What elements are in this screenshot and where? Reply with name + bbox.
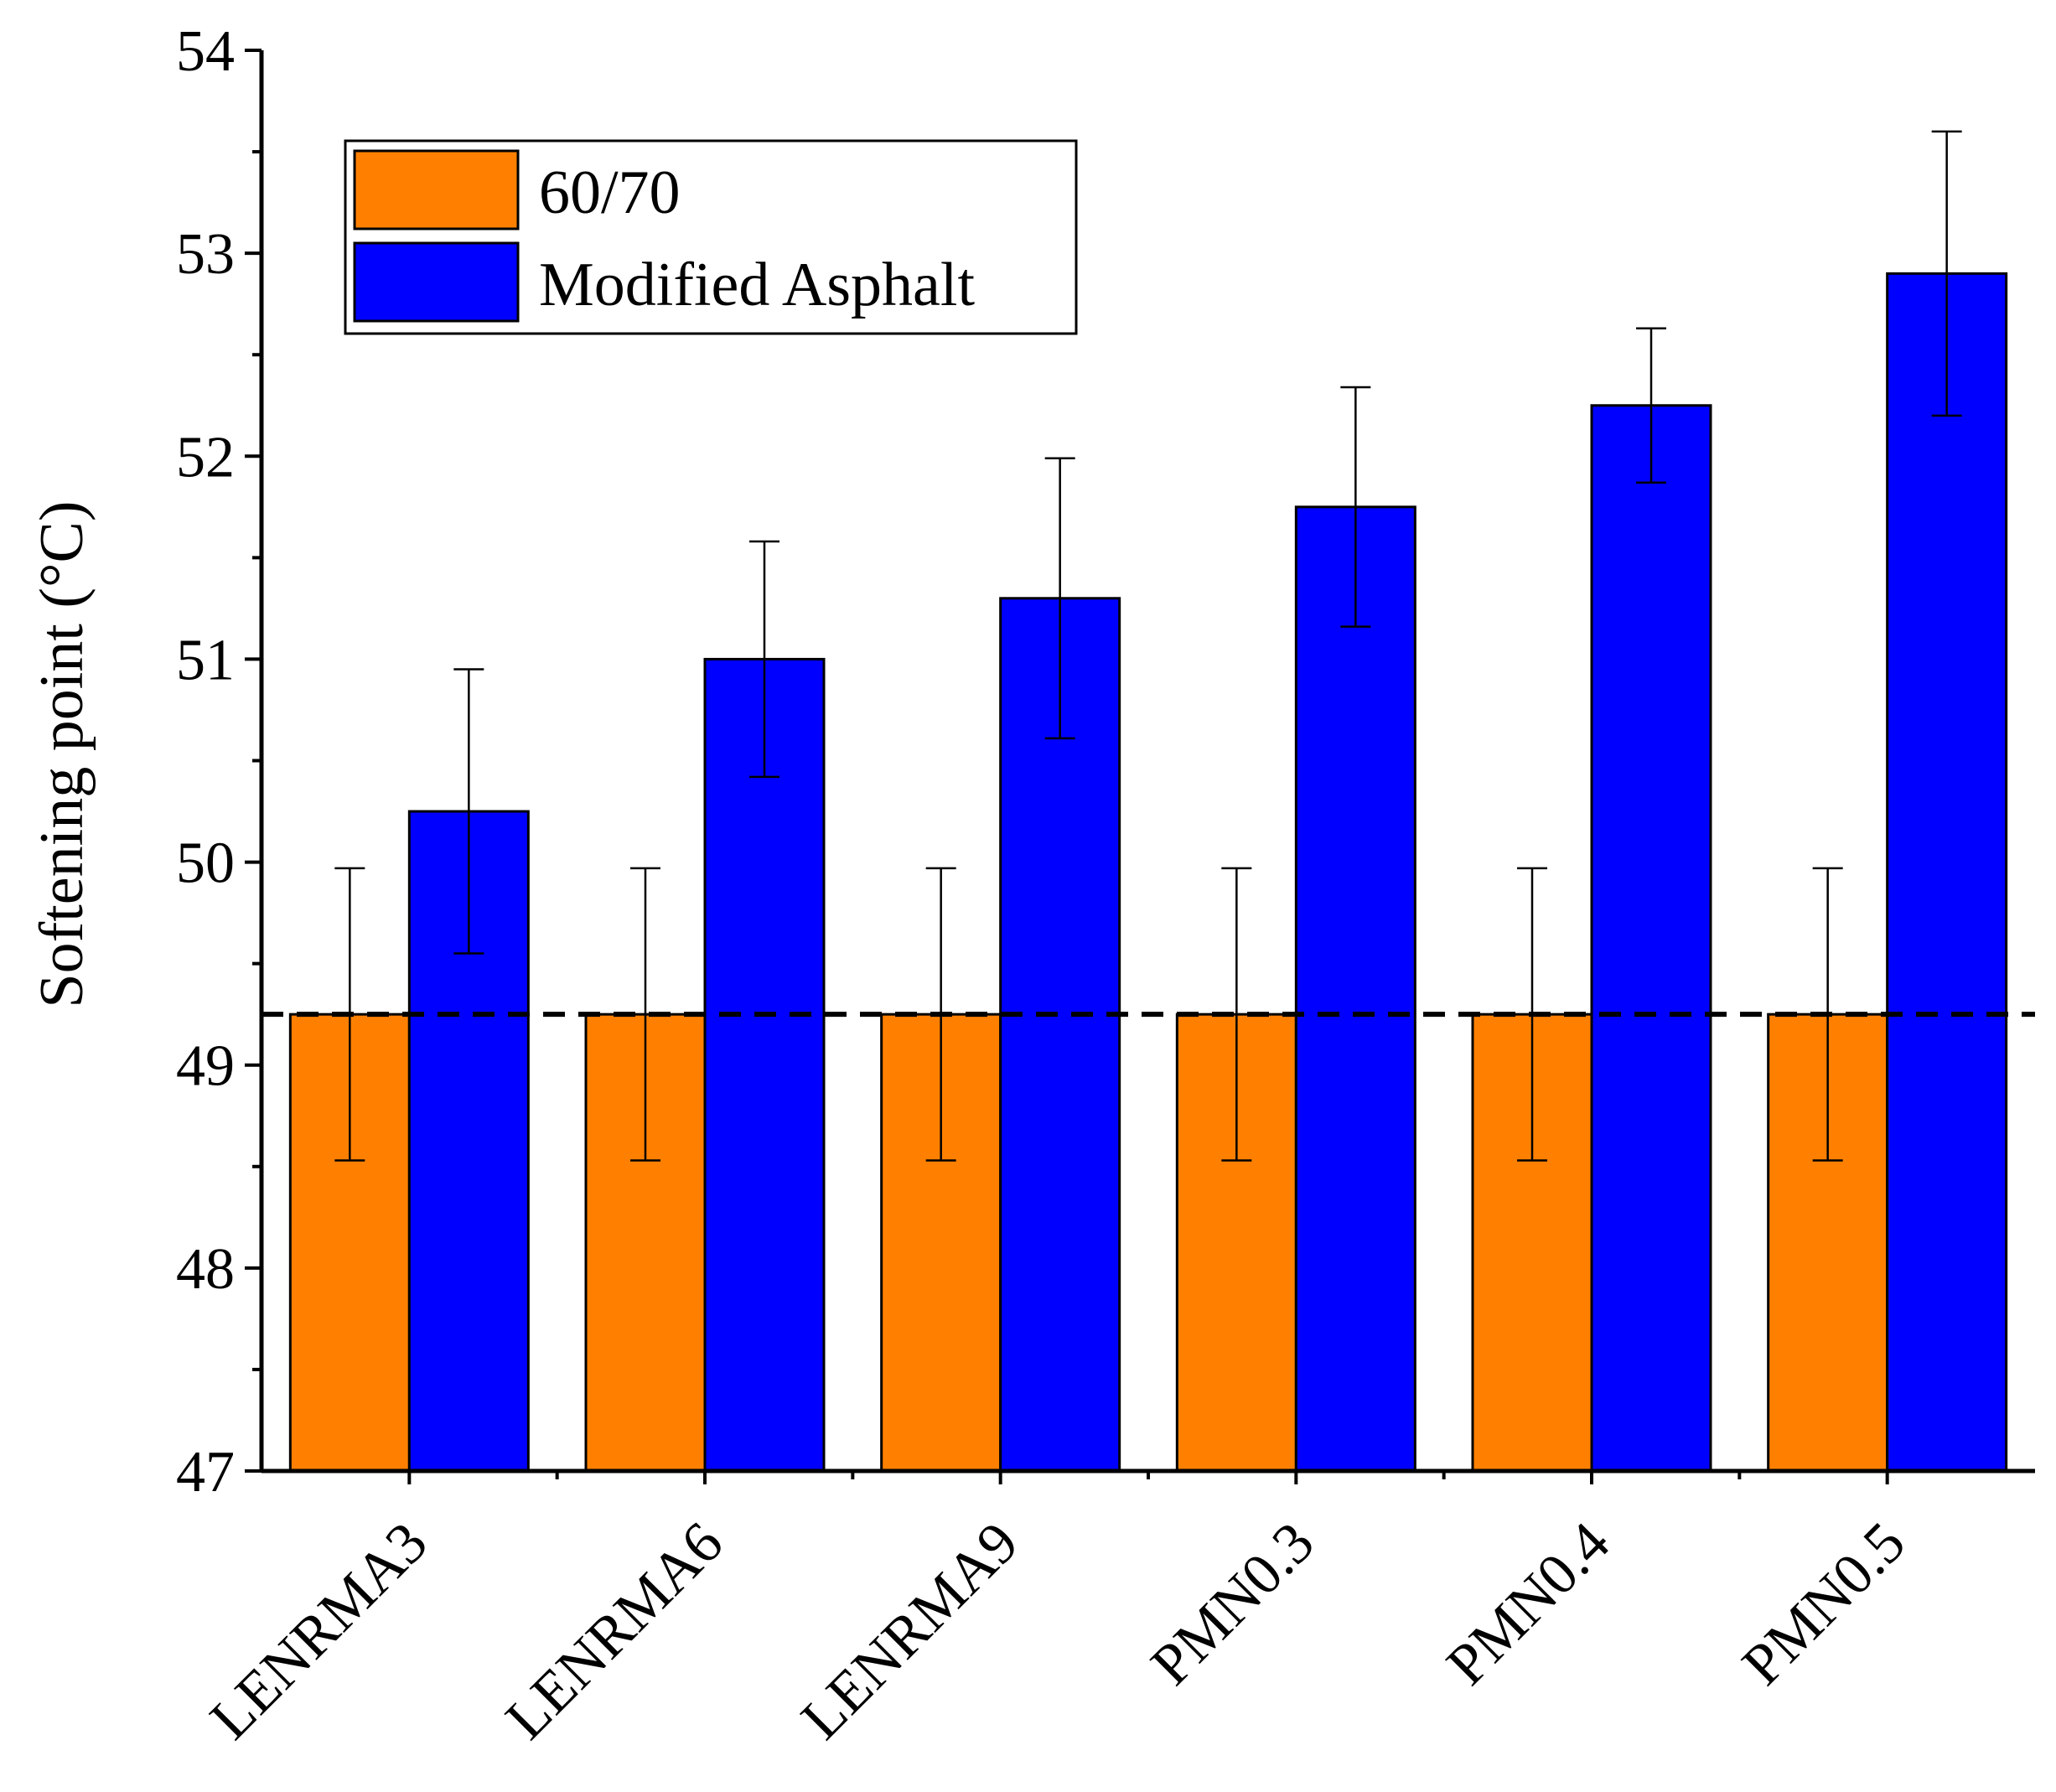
bar-modified-asphalt-LENRMA9 <box>999 597 1121 1473</box>
bar-modified-asphalt-PMN0.3 <box>1294 505 1416 1473</box>
legend-label-60-70: 60/70 <box>539 158 681 227</box>
y-tick-label-51: 51 <box>176 628 235 692</box>
bar-modified-asphalt-PMN0.5 <box>1886 272 2008 1473</box>
y-tick-label-48: 48 <box>176 1237 235 1302</box>
x-tick-label-LENRMA3: LENRMA3 <box>198 1510 439 1752</box>
error-bars-layer <box>334 130 1962 1162</box>
x-tick-labels: LENRMA3 LENRMA6 LENRMA9 PMN0.3 PMN0.4 PMN0.5 <box>198 1510 1918 1752</box>
legend-swatch-modified-asphalt <box>353 241 520 323</box>
x-tick-label-PMN0.3: PMN0.3 <box>1139 1510 1327 1698</box>
x-tick-label-LENRMA6: LENRMA6 <box>494 1510 735 1752</box>
legend: 60/70 Modified Asphalt <box>344 139 1078 335</box>
x-tick-label-PMN0.5: PMN0.5 <box>1730 1510 1918 1698</box>
y-tick-labels: 47 48 49 50 51 52 53 54 <box>176 19 235 1505</box>
x-tick-label-PMN0.4: PMN0.4 <box>1435 1510 1623 1698</box>
bar-modified-asphalt-LENRMA6 <box>703 657 826 1473</box>
bar-modified-asphalt-PMN0.4 <box>1590 404 1712 1473</box>
bars-layer <box>288 272 2008 1473</box>
y-axis-title: Softening point (°C) <box>28 500 96 1007</box>
x-tick-label-LENRMA9: LENRMA9 <box>790 1510 1031 1752</box>
y-tick-label-47: 47 <box>176 1440 235 1505</box>
y-tick-label-53: 53 <box>176 222 235 287</box>
y-tick-label-52: 52 <box>176 425 235 489</box>
y-tick-label-54: 54 <box>176 19 235 84</box>
legend-label-modified-asphalt: Modified Asphalt <box>539 251 975 319</box>
y-tick-label-50: 50 <box>176 831 235 896</box>
y-tick-label-49: 49 <box>176 1034 235 1099</box>
legend-swatch-60-70 <box>353 149 520 230</box>
axes-layer <box>245 49 2035 1484</box>
